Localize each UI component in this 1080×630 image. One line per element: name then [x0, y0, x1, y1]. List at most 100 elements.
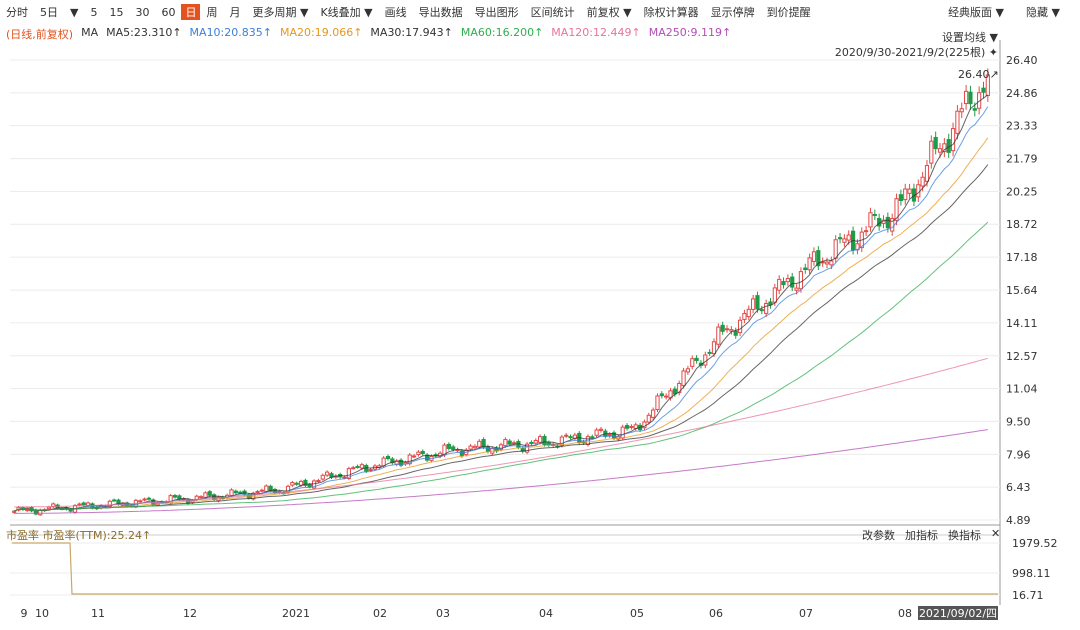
candle-body-175	[772, 287, 777, 303]
toolbar-item-19[interactable]: 到价提醒	[766, 6, 811, 19]
indicator-button-0[interactable]: 改参数	[862, 529, 895, 542]
candle-body-118	[524, 443, 530, 453]
candle-body-188	[829, 260, 834, 266]
candle-body-77	[346, 468, 351, 479]
candle-body-197	[868, 212, 873, 228]
candle-body-204	[898, 194, 903, 201]
candle-body-86	[385, 455, 391, 460]
indicator-button-1[interactable]: 加指标	[905, 529, 938, 542]
candle-body-92	[411, 455, 417, 458]
candle-body-173	[764, 302, 769, 314]
candle-body-50	[229, 489, 234, 497]
candle-body-100	[446, 443, 451, 449]
candle-body-181	[798, 271, 804, 290]
y-tick-label-14: 26.40	[1006, 54, 1038, 67]
ma-setting-button[interactable]: 设置均线 ▼	[942, 31, 998, 44]
candle-body-148	[655, 395, 660, 410]
x-tick-label-11: 08	[898, 607, 912, 620]
toolbar-item-3[interactable]: 5	[90, 5, 98, 19]
candle-body-52	[238, 491, 243, 494]
candle-body-170	[751, 298, 756, 310]
candle-body-8	[46, 506, 52, 510]
candle-body-91	[407, 454, 412, 465]
toolbar-right-item-0[interactable]: 经典版面 ▼	[948, 6, 1005, 19]
candle-body-58	[264, 485, 269, 492]
ma-line-5	[13, 94, 989, 512]
candle-body-57	[259, 489, 265, 492]
candle-body-176	[777, 278, 782, 291]
toolbar-item-5[interactable]: 30	[135, 5, 150, 19]
candle-body-167	[737, 319, 743, 334]
candle-body-140	[620, 426, 625, 439]
ma-line-10	[13, 106, 989, 512]
candle-body-89	[398, 459, 404, 466]
candle-body-189	[833, 239, 838, 259]
x-tick-label-9: 06	[709, 607, 723, 620]
toolbar-item-0[interactable]: 分时	[6, 6, 28, 19]
candle-body-149	[659, 393, 664, 397]
candle-body-43	[198, 496, 204, 499]
candle-body-107	[477, 440, 482, 448]
candle-body-65	[294, 482, 299, 485]
toolbar-item-16[interactable]: 前复权 ▼	[586, 6, 632, 19]
candle-body-221	[972, 108, 977, 111]
y-tick-label-4: 11.04	[1006, 382, 1038, 395]
toolbar-item-7[interactable]: 日	[181, 4, 201, 20]
candle-body-178	[785, 278, 790, 283]
candle-body-85	[381, 457, 386, 467]
y-tick-label-8: 17.18	[1006, 251, 1038, 264]
indicator-button-2[interactable]: 换指标	[948, 529, 981, 542]
candle-body-22	[107, 500, 112, 507]
ma-legend-item-2: MA10:20.835↑	[189, 26, 272, 39]
y-tick-label-5: 12.57	[1006, 350, 1038, 363]
toolbar-item-14[interactable]: 导出图形	[474, 6, 519, 19]
candle-body-37	[172, 495, 178, 498]
toolbar-item-1[interactable]: 5日	[40, 6, 58, 19]
toolbar-right-item-1[interactable]: 隐藏 ▼	[1026, 6, 1060, 19]
candle-body-182	[803, 267, 808, 271]
toolbar-item-18[interactable]: 显示停牌	[710, 6, 755, 19]
toolbar-item-13[interactable]: 导出数据	[418, 6, 463, 19]
y-tick-label-2: 7.96	[1006, 448, 1031, 461]
candle-body-201	[885, 216, 890, 229]
toolbar-item-12[interactable]: 画线	[384, 6, 407, 19]
toolbar-item-6[interactable]: 60	[161, 5, 176, 19]
y-tick-label-11: 21.79	[1006, 153, 1038, 166]
candle-body-79	[355, 466, 360, 469]
toolbar-item-15[interactable]: 区间统计	[530, 6, 575, 19]
toolbar-item-2[interactable]: ▼	[70, 5, 79, 19]
ma-legend-item-6: MA120:12.449↑	[551, 26, 641, 39]
candle-body-126	[559, 436, 564, 446]
candle-body-203	[894, 198, 899, 221]
toolbar-item-8[interactable]: 周	[206, 6, 218, 19]
candle-body-105	[468, 445, 473, 450]
toolbar-item-4[interactable]: 15	[109, 5, 124, 19]
candle-body-218	[959, 108, 964, 113]
toolbar-item-17[interactable]: 除权计算器	[643, 6, 699, 19]
x-tick-label-7: 04	[539, 607, 553, 620]
candle-body-102	[455, 449, 460, 452]
candle-body-214	[942, 143, 947, 152]
candle-body-68	[307, 484, 312, 488]
candle-body-206	[907, 188, 912, 194]
candle-body-120	[533, 439, 538, 444]
candle-body-127	[564, 434, 569, 437]
candle-body-51	[233, 490, 238, 494]
candle-body-128	[568, 436, 573, 439]
candle-body-160	[707, 351, 712, 354]
chart-toolbar: 分时 5日 ▼ 5 15 30 60 日周月更多周期 ▼ K线叠加 ▼ 画线 导出数据 导出图形 区间统…	[0, 0, 1080, 24]
indicator-button-3[interactable]: ✕	[991, 527, 1001, 540]
toolbar-item-11[interactable]: K线叠加 ▼	[320, 6, 373, 19]
ma-legend-item-3: MA20:19.066↑	[279, 26, 363, 39]
ma-line-250	[14, 429, 988, 514]
candle-body-114	[507, 440, 512, 445]
y-tick-label-13: 24.86	[1006, 87, 1038, 100]
range-info: 2020/9/30-2021/9/2(225根) ✦	[834, 46, 998, 59]
candle-body-184	[811, 251, 817, 262]
x-tick-label-8: 05	[630, 607, 644, 620]
toolbar-item-9[interactable]: 月	[229, 6, 241, 19]
sub-y-tick-2: 16.71	[1012, 589, 1044, 602]
toolbar-item-10[interactable]: 更多周期 ▼	[252, 6, 309, 19]
cursor-date-box	[918, 606, 998, 620]
